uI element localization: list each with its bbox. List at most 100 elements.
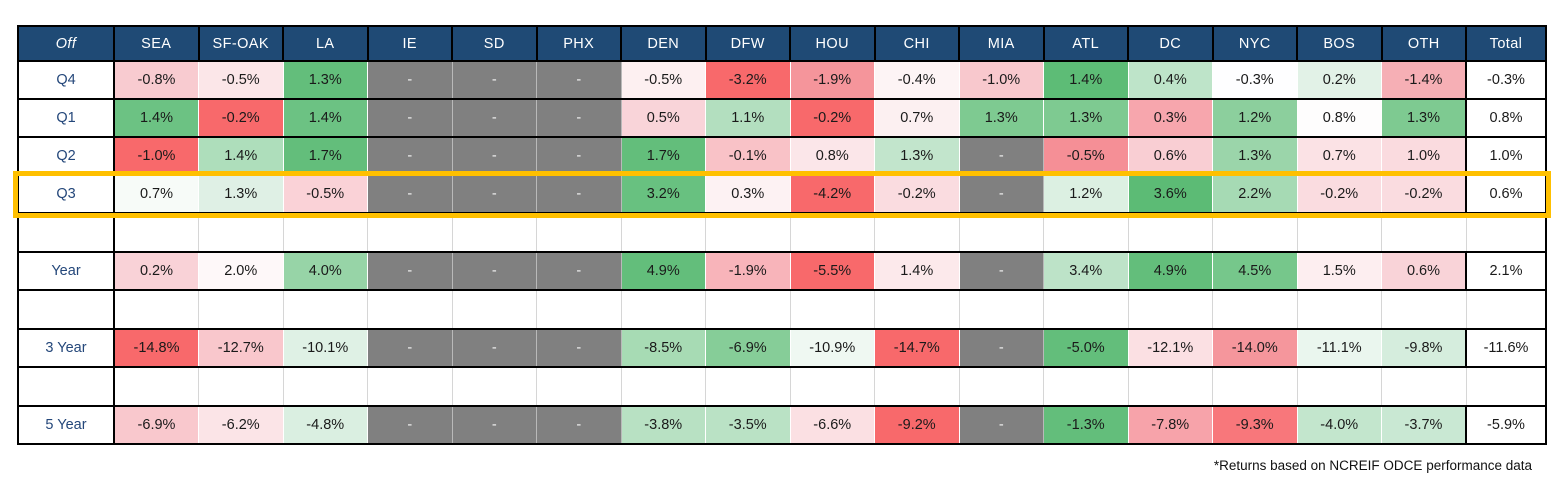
- value-cell: -7.8%: [1127, 405, 1213, 445]
- na-cell: -: [536, 60, 622, 100]
- na-cell: -: [367, 328, 453, 368]
- value-cell: -3.7%: [1381, 405, 1467, 445]
- spacer-cell: [620, 290, 706, 329]
- spacer-cell: [113, 367, 199, 406]
- row-label: Year: [17, 251, 115, 291]
- spacer-cell: [536, 290, 622, 329]
- value-cell: 1.4%: [198, 136, 284, 176]
- spacer-cell: [451, 290, 537, 329]
- na-cell: -: [367, 405, 453, 445]
- spacer-cell: [198, 367, 284, 406]
- value-cell: 3.2%: [620, 174, 706, 214]
- column-header-nyc: NYC: [1211, 25, 1298, 62]
- value-cell: -12.7%: [198, 328, 284, 368]
- spacer-cell: [705, 367, 791, 406]
- spacer-cell: [874, 367, 960, 406]
- na-cell: -: [536, 98, 622, 138]
- value-cell: 3.6%: [1127, 174, 1213, 214]
- spacer-row: [17, 367, 1547, 406]
- row-label: Q3: [17, 174, 115, 214]
- header-row: Off SEA SF-OAK LA IE SD PHX DEN DFW HOU CHI MIA ATL…: [17, 25, 1547, 62]
- value-cell: -9.3%: [1212, 405, 1298, 445]
- total-cell: 0.6%: [1465, 174, 1547, 214]
- na-cell: -: [958, 251, 1044, 291]
- corner-header: Off: [17, 25, 115, 62]
- total-cell: -5.9%: [1465, 405, 1547, 445]
- total-cell: -0.3%: [1465, 60, 1547, 100]
- spacer-cell: [198, 213, 284, 252]
- spacer-label-cell: [17, 213, 115, 252]
- value-cell: -14.0%: [1212, 328, 1298, 368]
- spacer-cell: [1381, 290, 1467, 329]
- spacer-cell: [620, 213, 706, 252]
- value-cell: -8.5%: [620, 328, 706, 368]
- value-cell: 0.5%: [620, 98, 706, 138]
- na-cell: -: [958, 136, 1044, 176]
- value-cell: 0.3%: [705, 174, 791, 214]
- value-cell: 2.0%: [198, 251, 284, 291]
- column-header-dfw: DFW: [704, 25, 791, 62]
- spacer-cell: [1043, 367, 1129, 406]
- value-cell: -5.0%: [1043, 328, 1129, 368]
- spacer-cell: [282, 213, 368, 252]
- spacer-cell: [282, 290, 368, 329]
- spacer-cell: [198, 290, 284, 329]
- na-cell: -: [536, 136, 622, 176]
- value-cell: 1.4%: [282, 98, 368, 138]
- total-cell: 2.1%: [1465, 251, 1547, 291]
- spacer-cell: [958, 290, 1044, 329]
- value-cell: -0.8%: [113, 60, 199, 100]
- spacer-cell: [874, 290, 960, 329]
- spacer-row: [17, 290, 1547, 329]
- row-label: 3 Year: [17, 328, 115, 368]
- value-cell: -6.6%: [789, 405, 875, 445]
- value-cell: -0.2%: [1381, 174, 1467, 214]
- row-5-year: 5 Year -6.9% -6.2% -4.8% - - - -3.8% -3.5% -6.6% -…: [17, 405, 1547, 445]
- value-cell: -1.9%: [705, 251, 791, 291]
- value-cell: 1.0%: [1381, 136, 1467, 176]
- value-cell: -14.7%: [874, 328, 960, 368]
- spacer-cell: [1296, 290, 1382, 329]
- spacer-cell: [1127, 213, 1213, 252]
- spacer-cell: [1465, 290, 1547, 329]
- spacer-cell: [367, 213, 453, 252]
- value-cell: -0.2%: [874, 174, 960, 214]
- spacer-cell: [536, 367, 622, 406]
- spacer-cell: [367, 367, 453, 406]
- value-cell: 4.0%: [282, 251, 368, 291]
- column-header-ie: IE: [366, 25, 453, 62]
- spacer-cell: [1043, 290, 1129, 329]
- total-cell: 1.0%: [1465, 136, 1547, 176]
- na-cell: -: [451, 60, 537, 100]
- spacer-cell: [789, 367, 875, 406]
- row-q4: Q4 -0.8% -0.5% 1.3% - - - -0.5% -3.2% -1.9% -0.4% -…: [17, 60, 1547, 100]
- spacer-cell: [1296, 213, 1382, 252]
- value-cell: 0.7%: [1296, 136, 1382, 176]
- value-cell: 1.3%: [874, 136, 960, 176]
- value-cell: 1.2%: [1043, 174, 1129, 214]
- column-header-bos: BOS: [1296, 25, 1383, 62]
- row-label: 5 Year: [17, 405, 115, 445]
- na-cell: -: [451, 328, 537, 368]
- column-header-hou: HOU: [789, 25, 876, 62]
- value-cell: -4.8%: [282, 405, 368, 445]
- value-cell: 0.6%: [1127, 136, 1213, 176]
- na-cell: -: [451, 98, 537, 138]
- value-cell: 1.7%: [282, 136, 368, 176]
- value-cell: -6.9%: [113, 405, 199, 445]
- value-cell: -6.9%: [705, 328, 791, 368]
- value-cell: -4.2%: [789, 174, 875, 214]
- value-cell: -9.2%: [874, 405, 960, 445]
- value-cell: 0.3%: [1127, 98, 1213, 138]
- spacer-cell: [1127, 290, 1213, 329]
- na-cell: -: [958, 328, 1044, 368]
- table-body: Q4 -0.8% -0.5% 1.3% - - - -0.5% -3.2% -1.9% -0.4% -…: [17, 60, 1547, 445]
- spacer-label-cell: [17, 290, 115, 329]
- na-cell: -: [367, 98, 453, 138]
- na-cell: -: [367, 136, 453, 176]
- value-cell: -5.5%: [789, 251, 875, 291]
- value-cell: -0.4%: [874, 60, 960, 100]
- spacer-cell: [1127, 367, 1213, 406]
- value-cell: -0.1%: [705, 136, 791, 176]
- spacer-cell: [705, 290, 791, 329]
